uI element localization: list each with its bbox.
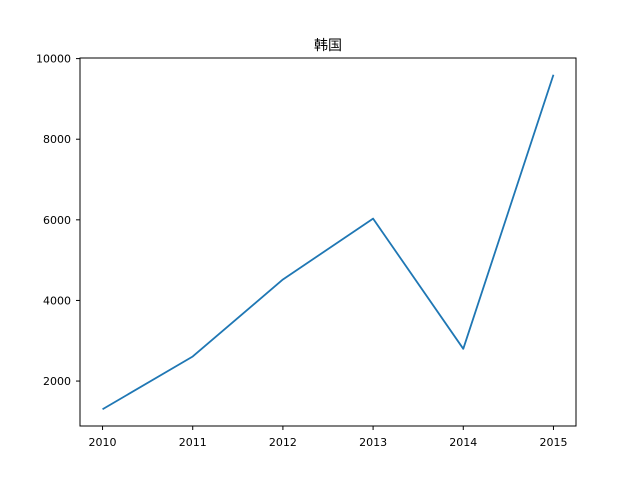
series-line xyxy=(102,74,555,411)
x-tick-label: 2015 xyxy=(539,436,567,449)
y-tick-label: 2000 xyxy=(43,375,71,388)
series-layer xyxy=(102,74,555,411)
y-tick-label: 4000 xyxy=(43,294,71,307)
x-tick-label: 2014 xyxy=(449,436,477,449)
x-tick-label: 2013 xyxy=(359,436,387,449)
chart-title: 韩国 xyxy=(314,38,342,54)
y-tick-label: 8000 xyxy=(43,133,71,146)
x-tick-label: 2012 xyxy=(269,436,297,449)
y-tick-label: 10000 xyxy=(36,53,71,66)
axes: 2010 2011 2012 2013 2014 2015 2000 4000 6000 8000… xyxy=(36,53,567,449)
x-tick-label: 2011 xyxy=(179,436,207,449)
y-tick-label: 6000 xyxy=(43,214,71,227)
plot-frame xyxy=(79,57,577,427)
x-tick-label: 2010 xyxy=(89,436,117,449)
